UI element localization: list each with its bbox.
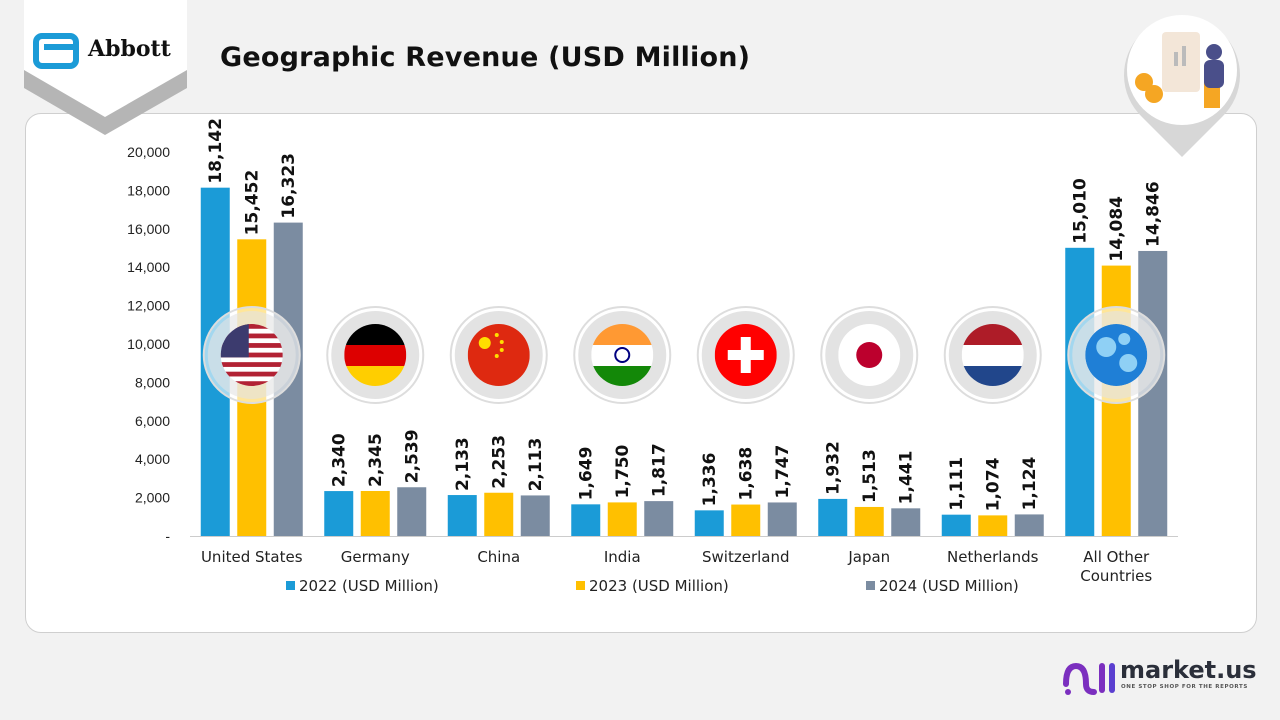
data-label: 1,336 [700,453,720,507]
x-tick-label: Germany [341,548,410,566]
switzerland-flag-icon [714,324,777,386]
data-label: 18,142 [206,118,226,184]
india-flag-icon [591,324,654,386]
market-us-wordmark: market.us [1120,656,1257,684]
us-flag-icon [220,324,283,386]
data-label: 2,253 [490,435,510,489]
netherlands-flag-icon [961,324,1024,386]
brand-badge [24,0,187,135]
bar [484,492,514,536]
bar [607,502,637,536]
x-tick-label: Japan [847,548,890,566]
bar [978,515,1008,536]
brand-name: Abbott [88,36,171,62]
legend-label: 2022 (USD Million) [299,577,439,595]
y-tick-label: 20,000 [127,144,170,160]
data-label: 1,441 [897,451,917,505]
legend-swatch [576,581,585,590]
data-label: 14,084 [1107,196,1127,262]
bar [891,508,921,536]
bar [324,491,354,536]
data-label: 1,513 [860,449,880,503]
legend-swatch [286,581,295,590]
bar [941,514,971,536]
bar [854,506,884,536]
bar [694,510,724,536]
abbott-logo-icon [33,33,79,69]
china-flag-icon [467,324,530,386]
x-tick-label: Switzerland [702,548,790,566]
bar [818,498,848,536]
x-tick-label: India [604,548,641,566]
y-tick-label: 6,000 [135,413,170,429]
legend-label: 2023 (USD Million) [589,577,729,595]
data-label: 2,345 [366,433,386,487]
data-label: 1,638 [737,447,757,501]
data-label: 2,133 [453,437,473,491]
data-label: 1,074 [984,457,1004,511]
bar [1014,514,1044,536]
bar [520,495,550,536]
x-tick-label: Countries [1080,567,1152,585]
bar [571,504,601,536]
x-tick-label: All Other [1083,548,1150,566]
y-tick-label: 14,000 [127,259,170,275]
y-tick-label: - [165,528,170,544]
y-tick-label: 4,000 [135,451,170,467]
y-tick-label: 2,000 [135,490,170,506]
bar [731,504,761,536]
x-tick-label: China [477,548,520,566]
data-label: 15,452 [243,170,263,236]
y-tick-label: 18,000 [127,182,170,198]
data-label: 1,750 [613,444,633,498]
germany-flag-icon [344,324,407,386]
data-label: 1,932 [824,441,844,495]
data-label: 14,846 [1144,181,1164,247]
data-label: 2,539 [403,429,423,483]
data-label: 1,747 [773,445,793,499]
data-label: 1,124 [1020,456,1040,510]
market-us-tagline: ONE STOP SHOP FOR THE REPORTS [1121,684,1248,690]
x-tick-label: United States [201,548,303,566]
page-title: Geographic Revenue (USD Million) [220,42,751,73]
y-tick-label: 8,000 [135,374,170,390]
data-label: 2,113 [526,438,546,492]
data-label: 15,010 [1071,178,1091,244]
globe-icon [1085,324,1148,386]
y-tick-label: 16,000 [127,221,170,237]
data-label: 1,649 [577,447,597,501]
japan-flag-icon [838,324,901,386]
bar [767,502,797,536]
bar [644,501,674,536]
data-label: 2,340 [330,433,350,487]
data-label: 1,111 [947,457,967,511]
x-tick-label: Netherlands [947,548,1039,566]
market-us-logo-icon [1063,662,1115,695]
y-tick-label: 10,000 [127,336,170,352]
legend-swatch [866,581,875,590]
data-label: 1,817 [650,443,670,497]
legend-label: 2024 (USD Million) [879,577,1019,595]
bar [397,487,427,536]
y-tick-label: 12,000 [127,298,170,314]
bar [447,495,477,536]
bar [360,490,390,536]
data-label: 16,323 [279,153,299,219]
decorative-illustration-icon [1124,15,1240,157]
